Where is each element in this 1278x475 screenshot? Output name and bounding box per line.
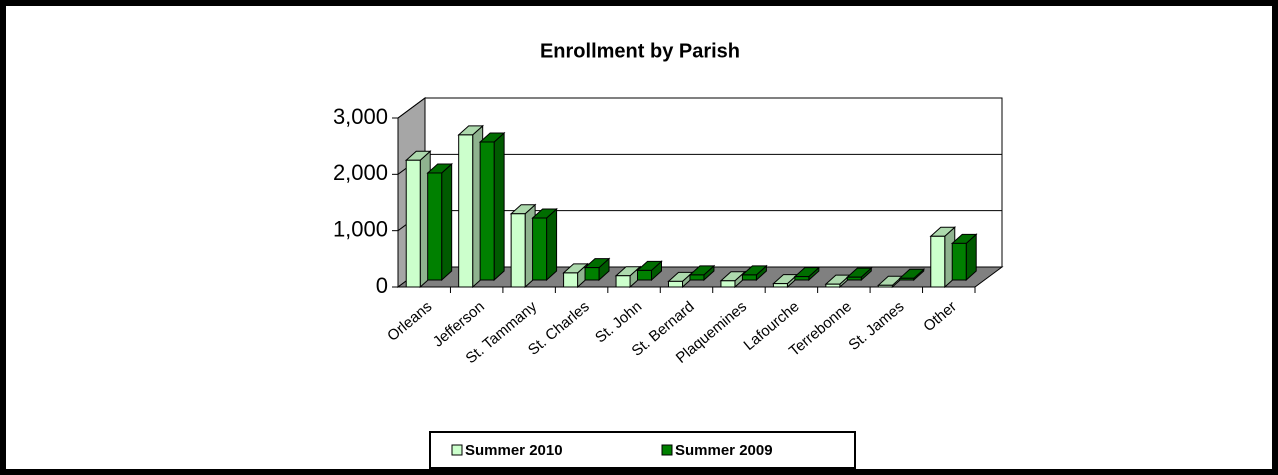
legend-label: Summer 2010 <box>465 442 563 459</box>
grid-line <box>397 97 1002 119</box>
y-tick-label: 3,000 <box>333 104 388 129</box>
bar <box>772 283 788 288</box>
bar <box>899 277 915 281</box>
bar <box>689 274 705 281</box>
bar <box>794 276 810 281</box>
y-tick-label: 1,000 <box>333 216 388 241</box>
bar <box>584 267 600 281</box>
legend-box <box>429 431 856 469</box>
bar <box>458 134 474 288</box>
bar <box>720 280 736 288</box>
bar <box>615 275 631 288</box>
bar <box>636 269 652 281</box>
bar <box>563 272 579 288</box>
bar <box>427 172 443 281</box>
chart-title: Enrollment by Parish <box>540 40 740 62</box>
bar-side <box>546 207 558 282</box>
bar <box>510 213 526 288</box>
legend-swatch <box>451 444 463 456</box>
bar <box>930 235 946 288</box>
bar <box>951 242 967 281</box>
bar <box>405 159 421 288</box>
bar <box>825 283 841 288</box>
y-tick-label: 2,000 <box>333 160 388 185</box>
bar <box>532 217 548 281</box>
bar <box>479 141 495 281</box>
y-tick-label: 0 <box>376 273 388 298</box>
bar-side <box>493 131 505 282</box>
bar-side <box>441 162 453 282</box>
bar <box>846 276 862 281</box>
legend-label: Summer 2009 <box>675 442 773 459</box>
bar <box>741 274 757 281</box>
bar <box>877 284 893 288</box>
legend-swatch <box>661 444 673 456</box>
bar <box>668 280 683 288</box>
